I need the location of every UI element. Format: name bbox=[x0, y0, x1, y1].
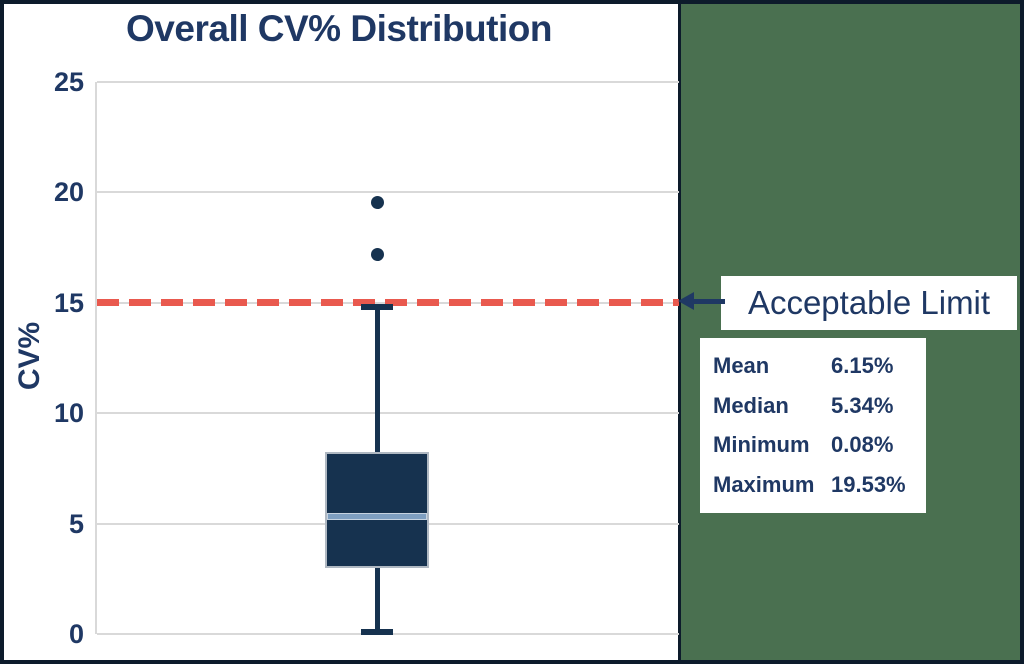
acceptable-limit-callout: Acceptable Limit bbox=[721, 276, 1017, 330]
box-plot-box bbox=[325, 451, 429, 568]
stat-row-mean: Mean 6.15% bbox=[700, 353, 926, 379]
acceptable-limit-label: Acceptable Limit bbox=[747, 284, 991, 321]
left-arrow-shaft bbox=[691, 299, 725, 304]
plot-area: 0 5 10 15 20 25 bbox=[54, 67, 679, 649]
y-tick-label: 25 bbox=[53, 67, 84, 97]
stat-row-median: Median 5.34% bbox=[700, 393, 926, 419]
outlier-dot bbox=[370, 247, 384, 261]
chart-card: Overall CV% Distribution CV% 0 5 10 15 20 25 bbox=[13, 0, 681, 664]
gridline bbox=[97, 412, 679, 415]
stat-value: 5.34% bbox=[831, 392, 894, 418]
gridline bbox=[97, 81, 679, 83]
gridline bbox=[97, 191, 679, 194]
reference-line bbox=[97, 299, 679, 307]
stat-row-minimum: Minimum 0.08% bbox=[700, 432, 926, 458]
chart-title: Overall CV% Distribution bbox=[126, 8, 552, 49]
outlier-dot bbox=[370, 196, 384, 210]
stat-row-maximum: Maximum 19.53% bbox=[700, 472, 926, 498]
y-axis-title: CV% bbox=[13, 321, 46, 391]
whisker-cap-top bbox=[361, 304, 393, 311]
stat-value: 19.53% bbox=[831, 472, 906, 498]
y-tick-label: 0 bbox=[68, 619, 84, 649]
y-tick-label: 20 bbox=[53, 177, 84, 208]
y-tick-label: 15 bbox=[53, 287, 84, 318]
stat-label: Mean bbox=[713, 352, 770, 378]
median-line bbox=[327, 512, 427, 520]
stats-panel: Mean 6.15% Median 5.34% Minimum 0.08% Ma… bbox=[700, 338, 926, 513]
whisker-cap-bottom bbox=[361, 629, 393, 636]
stat-label: Maximum bbox=[713, 472, 815, 498]
y-tick-label: 10 bbox=[53, 398, 84, 429]
stat-value: 6.15% bbox=[831, 352, 894, 378]
stat-value: 0.08% bbox=[831, 432, 894, 458]
y-tick-label: 5 bbox=[68, 508, 84, 539]
stat-label: Median bbox=[713, 392, 789, 418]
stat-label: Minimum bbox=[713, 432, 810, 458]
left-arrow-icon bbox=[678, 292, 694, 310]
